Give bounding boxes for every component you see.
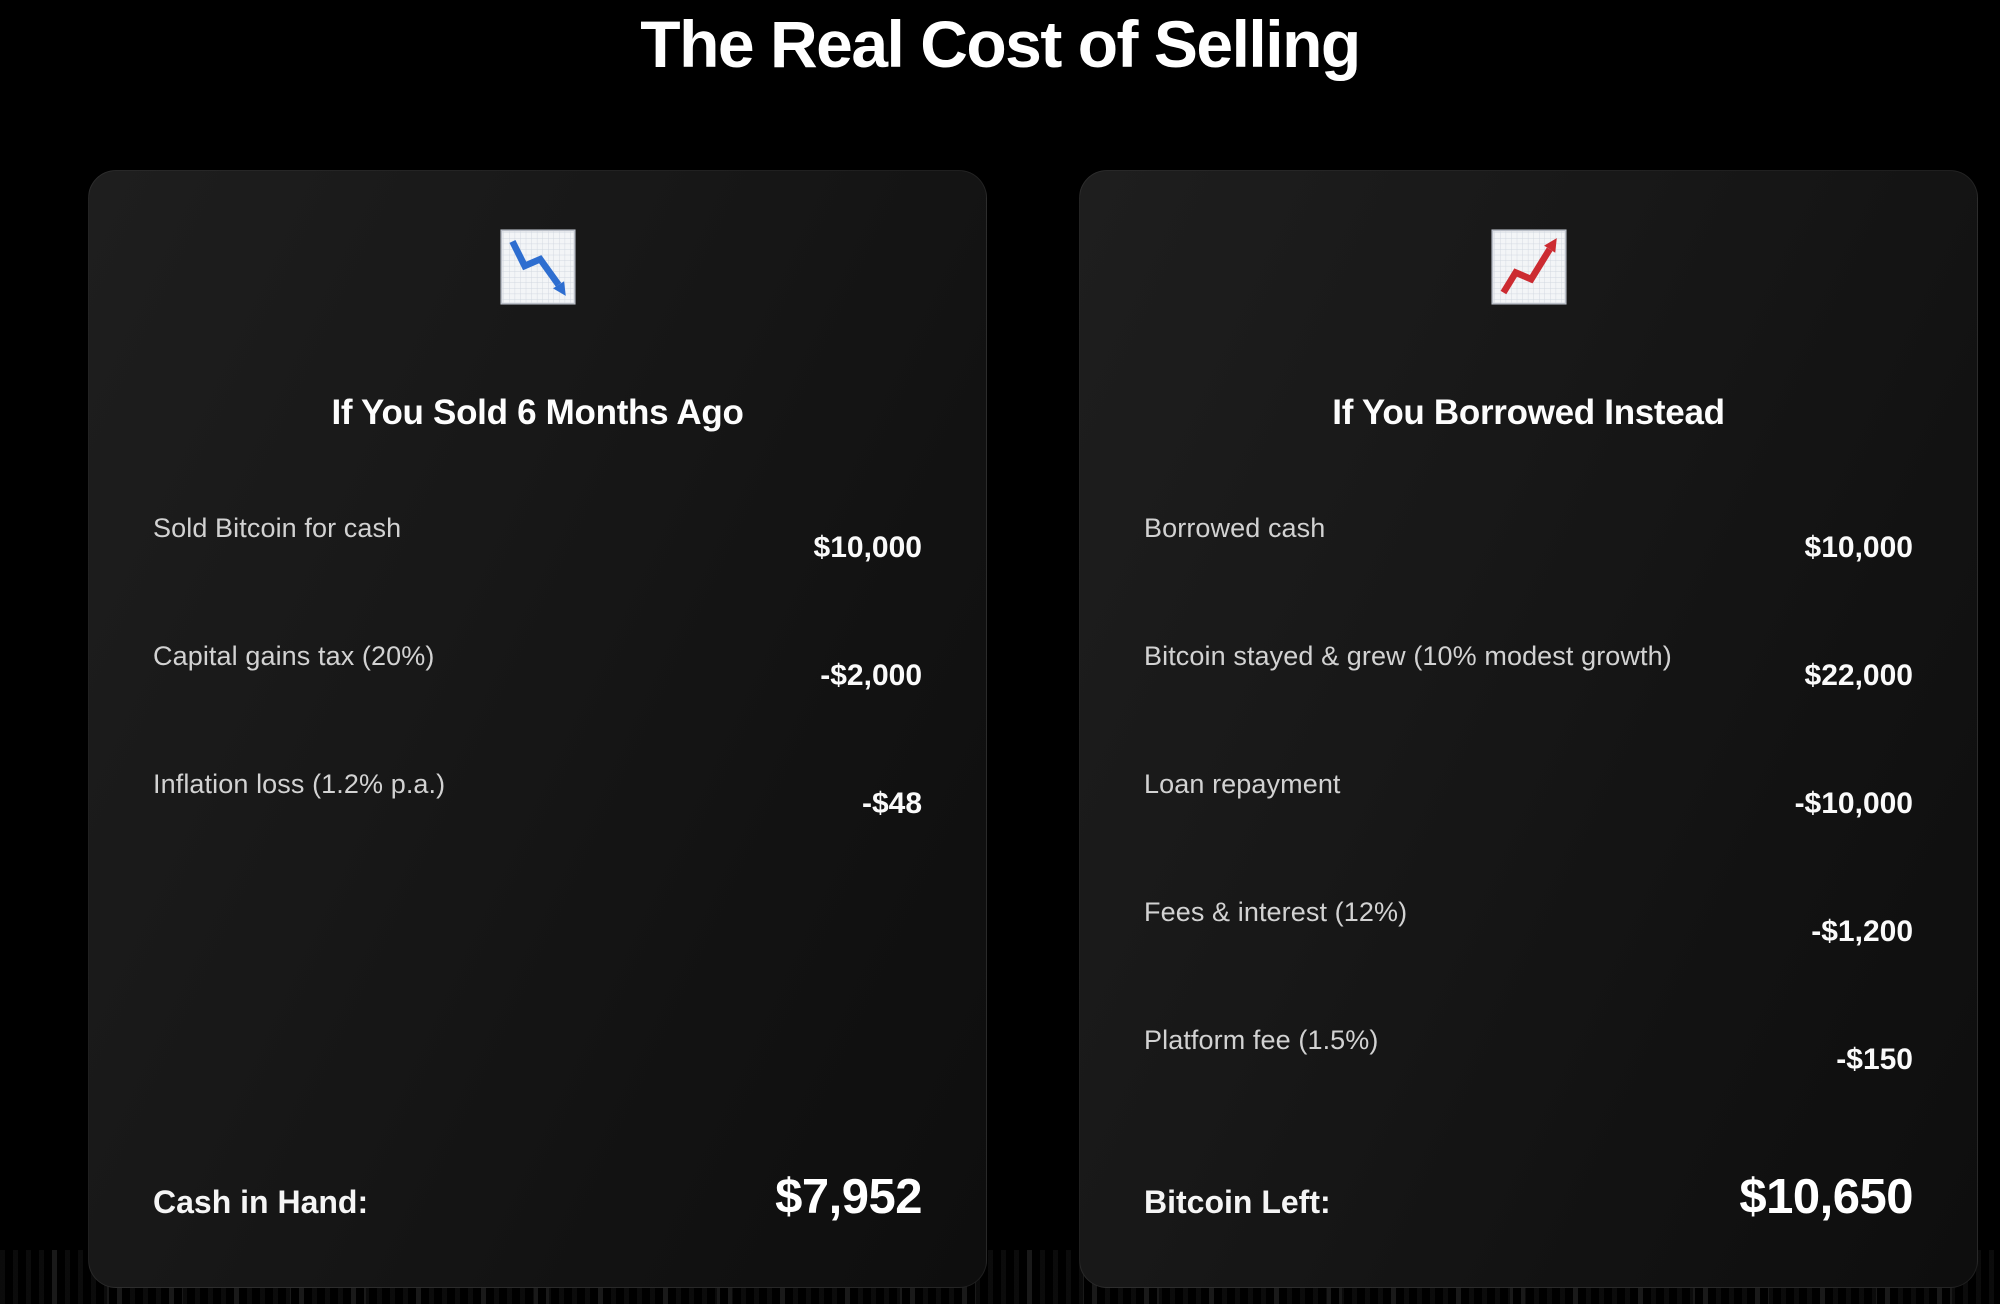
line-item: Loan repayment -$10,000 [1144,763,1913,891]
page-title: The Real Cost of Selling [640,7,1361,81]
line-item-value: $10,000 [1804,531,1913,564]
chart-increasing-icon [1490,229,1567,305]
line-item-label: Sold Bitcoin for cash [153,513,402,543]
total-label: Bitcoin Left: [1144,1184,1331,1220]
line-item: Capital gains tax (20%) -$2,000 [153,635,922,763]
card-borrowed-icon-wrap [1144,227,1913,307]
line-item-label: Borrowed cash [1144,513,1326,543]
line-item: Fees & interest (12%) -$1,200 [1144,891,1913,1019]
line-item: Inflation loss (1.2% p.a.) -$48 [153,763,922,891]
card-borrowed-total: Bitcoin Left: $10,650 [1144,1169,1913,1225]
line-item-value: -$1,200 [1811,915,1913,948]
line-item-label: Capital gains tax (20%) [153,641,435,671]
line-item-value: $22,000 [1804,659,1913,692]
total-value: $10,650 [1739,1170,1913,1224]
total-value: $7,952 [775,1170,922,1224]
card-borrowed: If You Borrowed Instead Borrowed cash $1… [1079,170,1978,1288]
line-item-label: Fees & interest (12%) [1144,897,1408,927]
line-item: Borrowed cash $10,000 [1144,507,1913,635]
card-borrowed-rows: Borrowed cash $10,000 Bitcoin stayed & g… [1144,507,1913,1147]
chart-decreasing-icon [499,229,576,305]
total-label: Cash in Hand: [153,1184,369,1220]
line-item: Sold Bitcoin for cash $10,000 [153,507,922,635]
line-item-label: Inflation loss (1.2% p.a.) [153,769,446,799]
line-item-value: -$150 [1836,1043,1913,1076]
line-item-value: -$10,000 [1794,787,1913,820]
line-item-label: Platform fee (1.5%) [1144,1025,1379,1055]
comparison-cards: If You Sold 6 Months Ago Sold Bitcoin fo… [88,170,1978,1288]
line-item-label: Bitcoin stayed & grew (10% modest growth… [1144,641,1672,671]
line-item: Bitcoin stayed & grew (10% modest growth… [1144,635,1913,763]
card-sold-title: If You Sold 6 Months Ago [331,393,744,432]
card-sold: If You Sold 6 Months Ago Sold Bitcoin fo… [88,170,987,1288]
line-item-value: $10,000 [813,531,922,564]
card-borrowed-title: If You Borrowed Instead [1332,393,1725,432]
line-item-value: -$48 [861,787,922,820]
card-sold-total: Cash in Hand: $7,952 [153,1169,922,1225]
card-sold-icon-wrap [153,227,922,307]
line-item: Platform fee (1.5%) -$150 [1144,1019,1913,1147]
line-item-value: -$2,000 [820,659,922,692]
line-item-label: Loan repayment [1144,769,1341,799]
card-sold-rows: Sold Bitcoin for cash $10,000 Capital ga… [153,507,922,891]
